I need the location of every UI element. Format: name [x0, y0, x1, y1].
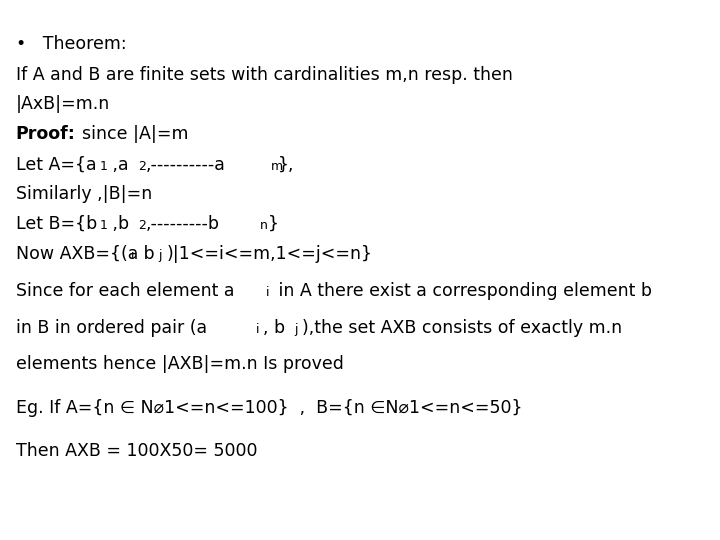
Text: b: b [138, 245, 155, 263]
Text: )|1<=i<=m,1<=j<=n}: )|1<=i<=m,1<=j<=n} [166, 245, 372, 263]
Text: If A and B are finite sets with cardinalities m,n resp. then: If A and B are finite sets with cardinal… [16, 66, 513, 84]
Text: Eg. If A={n ∈ N⌀1<=n<=100}  ,  B={n ∈N⌀1<=n<=50}: Eg. If A={n ∈ N⌀1<=n<=100} , B={n ∈N⌀1<=… [16, 399, 522, 416]
Text: j: j [158, 249, 162, 262]
Text: ,b: ,b [107, 215, 129, 233]
Text: Similarly ,|B|=n: Similarly ,|B|=n [16, 185, 152, 202]
Text: , b: , b [263, 319, 285, 336]
Text: Let B={b: Let B={b [16, 215, 97, 233]
Text: 2: 2 [138, 160, 145, 173]
Text: in A there exist a corresponding element b: in A there exist a corresponding element… [274, 282, 652, 300]
Text: Now AXB={(a: Now AXB={(a [16, 245, 138, 263]
Text: in B in ordered pair (a: in B in ordered pair (a [16, 319, 207, 336]
Text: n: n [260, 219, 268, 232]
Text: Since for each element a: Since for each element a [16, 282, 234, 300]
Text: m: m [271, 160, 282, 173]
Text: ,a: ,a [107, 156, 128, 173]
Text: ,----------a: ,----------a [145, 156, 225, 173]
Text: 1: 1 [99, 160, 107, 173]
Text: i: i [266, 286, 269, 299]
Text: }: } [268, 215, 279, 233]
Text: },: }, [278, 156, 294, 173]
Text: j: j [294, 323, 297, 336]
Text: ),the set AXB consists of exactly m.n: ),the set AXB consists of exactly m.n [302, 319, 622, 336]
Text: i: i [256, 323, 259, 336]
Text: 2: 2 [138, 219, 145, 232]
Text: i: i [130, 249, 134, 262]
Text: Then AXB = 100X50= 5000: Then AXB = 100X50= 5000 [16, 442, 257, 460]
Text: elements hence |AXB|=m.n Is proved: elements hence |AXB|=m.n Is proved [16, 355, 343, 373]
Text: Let A={a: Let A={a [16, 156, 96, 173]
Text: ,---------b: ,---------b [145, 215, 220, 233]
Text: Proof:: Proof: [16, 125, 76, 143]
Text: 1: 1 [99, 219, 107, 232]
Text: •   Theorem:: • Theorem: [16, 35, 127, 53]
Text: |AxB|=m.n: |AxB|=m.n [16, 95, 110, 113]
Text: since |A|=m: since |A|=m [82, 125, 189, 143]
